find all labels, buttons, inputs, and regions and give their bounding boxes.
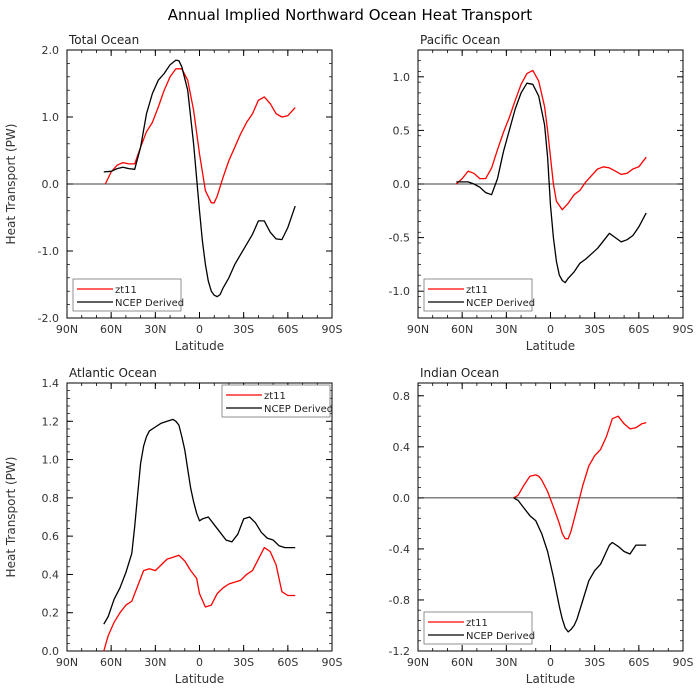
y-axis-label: Heat Transport (PW) (4, 457, 18, 578)
y-tick-label: -2.0 (38, 312, 59, 325)
x-tick-label: 60N (451, 656, 473, 669)
y-tick-label: 0.4 (393, 441, 411, 454)
y-tick-label: 0.4 (42, 568, 60, 581)
legend: zt11 NCEP Derived (423, 278, 535, 312)
series-line-zt11 (455, 69, 647, 211)
panel-3: Atlantic Ocean 90N 60N 30N 0 30S 60S 90S Latitud… (4, 366, 343, 686)
legend-box (423, 611, 533, 645)
series-line-ncep-derived (103, 59, 296, 298)
x-tick-label: 30N (144, 323, 166, 336)
y-tick-label: -1.0 (389, 285, 410, 298)
x-tick-label: 90S (322, 323, 343, 336)
series-line-ncep-derived (456, 82, 647, 284)
figure-title: Annual Implied Northward Ocean Heat Tran… (168, 6, 533, 24)
y-tick-label: -0.5 (389, 232, 410, 245)
x-tick-label: 30S (584, 323, 605, 336)
x-axis-label: Latitude (526, 672, 575, 686)
x-tick-label: 60S (277, 656, 298, 669)
series-line-zt11 (104, 68, 296, 204)
x-tick-label: 60N (100, 323, 122, 336)
x-tick-label: 0 (196, 656, 203, 669)
x-tick-label: 90S (322, 656, 343, 669)
x-tick-label: 0 (547, 656, 554, 669)
y-tick-label: 0.2 (42, 607, 60, 620)
legend-box (72, 278, 182, 312)
panel-title: Indian Ocean (420, 366, 499, 380)
legend-box (221, 384, 331, 418)
legend-label: zt11 (115, 285, 137, 296)
x-tick-label: 30S (233, 323, 254, 336)
y-tick-label: -1.0 (38, 245, 59, 258)
panel-4: Indian Ocean 90N 60N 30N 0 30S 60S 90S Latitude -… (389, 366, 694, 686)
x-tick-label: 0 (547, 323, 554, 336)
y-tick-label: 0.0 (393, 178, 411, 191)
x-tick-label: 30N (495, 323, 517, 336)
y-tick-label: 2.0 (42, 44, 60, 57)
legend-label: zt11 (264, 391, 286, 402)
y-tick-label: 1.4 (42, 377, 60, 390)
legend-label: NCEP Derived (115, 298, 184, 309)
series-line-ncep-derived (103, 418, 296, 625)
y-tick-label: 0.8 (42, 492, 60, 505)
x-axis-label: Latitude (526, 339, 575, 353)
x-axis-label: Latitude (175, 339, 224, 353)
x-tick-label: 90N (407, 656, 429, 669)
x-tick-label: 60S (628, 323, 649, 336)
legend-box (423, 278, 533, 312)
y-tick-label: 1.2 (42, 415, 60, 428)
y-tick-label: 0.0 (42, 645, 60, 658)
y-tick-label: 0.6 (42, 530, 60, 543)
panel-title: Pacific Ocean (420, 33, 500, 47)
panel-title: Total Ocean (68, 33, 139, 47)
x-tick-label: 60S (277, 323, 298, 336)
legend: zt11 NCEP Derived (423, 611, 535, 645)
legend: zt11 NCEP Derived (221, 384, 333, 418)
y-tick-label: 1.0 (393, 71, 411, 84)
x-axis-label: Latitude (175, 672, 224, 686)
x-tick-label: 90N (56, 323, 78, 336)
legend-label: NCEP Derived (466, 298, 535, 309)
panel-2: Pacific Ocean 90N 60N 30N 0 30S 60S 90S Latitude… (389, 33, 694, 353)
x-tick-label: 30N (495, 656, 517, 669)
x-tick-label: 30S (233, 656, 254, 669)
y-tick-label: -0.4 (389, 543, 410, 556)
y-tick-label: 0.8 (393, 390, 411, 403)
y-tick-label: 0.0 (42, 178, 60, 191)
y-tick-label: 1.0 (42, 111, 60, 124)
y-axis-label: Heat Transport (PW) (4, 124, 18, 245)
x-tick-label: 60S (628, 656, 649, 669)
legend-label: NCEP Derived (264, 404, 333, 415)
x-tick-label: 90S (673, 323, 694, 336)
y-tick-label: 1.0 (42, 454, 60, 467)
series-line-zt11 (513, 415, 647, 540)
legend-label: zt11 (466, 285, 488, 296)
legend-label: zt11 (466, 618, 488, 629)
x-tick-label: 60N (451, 323, 473, 336)
legend-label: NCEP Derived (466, 631, 535, 642)
series-line-zt11 (103, 546, 296, 652)
x-tick-label: 30N (144, 656, 166, 669)
y-tick-label: 0.0 (393, 492, 411, 505)
y-tick-label: 0.5 (393, 124, 411, 137)
series-line-ncep-derived (513, 497, 647, 633)
x-tick-label: 0 (196, 323, 203, 336)
x-tick-label: 60N (100, 656, 122, 669)
plot-frame (66, 382, 333, 652)
x-tick-label: 90S (673, 656, 694, 669)
panel-title: Atlantic Ocean (69, 366, 157, 380)
panel-1: Total Ocean 90N 60N 30N 0 30S 60S 90S Latitude -2… (4, 33, 343, 353)
x-tick-label: 90N (407, 323, 429, 336)
x-tick-label: 30S (584, 656, 605, 669)
legend: zt11 NCEP Derived (72, 278, 184, 312)
x-tick-label: 90N (56, 656, 78, 669)
y-tick-label: -1.2 (389, 645, 410, 658)
y-tick-label: -0.8 (389, 594, 410, 607)
